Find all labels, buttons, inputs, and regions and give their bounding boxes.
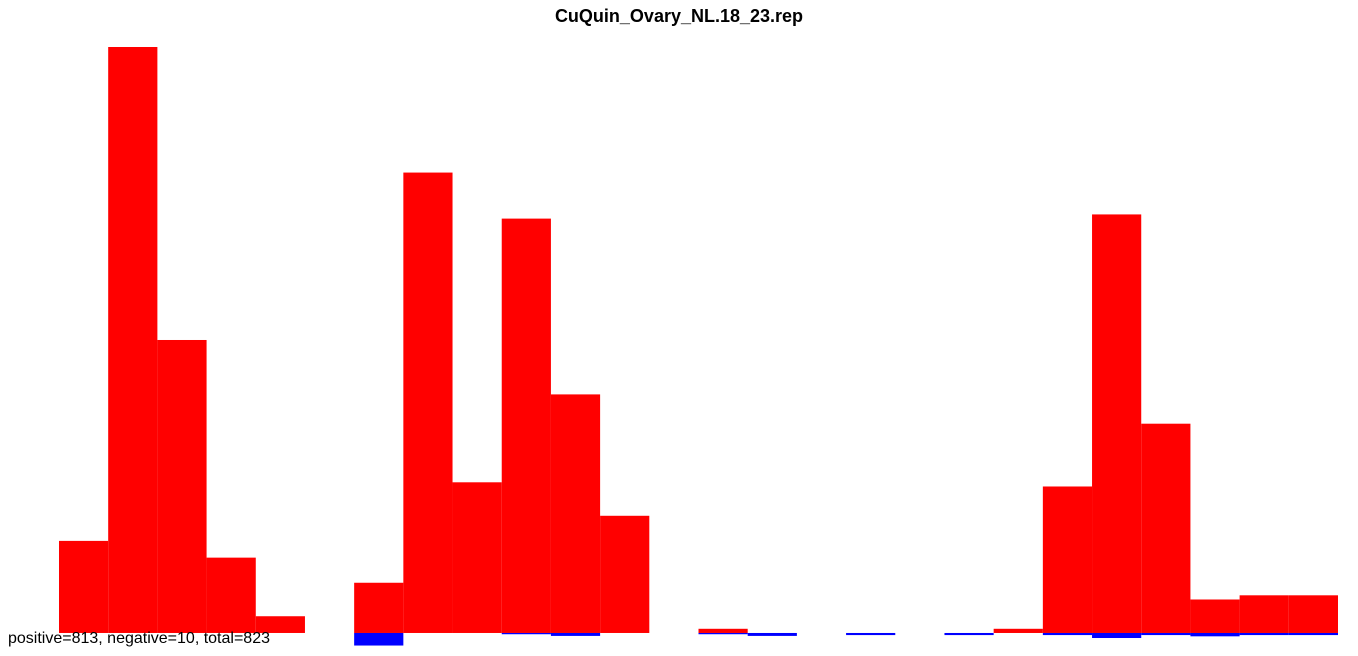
bars: [59, 47, 1338, 646]
bar: [698, 632, 748, 635]
bar: [354, 582, 404, 633]
bar: [59, 540, 109, 633]
bar: [354, 632, 404, 646]
bar: [1092, 214, 1142, 633]
bar: [501, 632, 551, 635]
bar: [1288, 595, 1338, 633]
bar: [846, 632, 896, 636]
bar: [452, 482, 502, 633]
bar: [550, 632, 601, 636]
bar: [1190, 599, 1240, 633]
bar: [108, 47, 158, 633]
bar: [255, 616, 305, 633]
bar: [550, 394, 601, 633]
annotation: positive=813, negative=10, total=823: [8, 630, 270, 647]
bar: [993, 628, 1043, 633]
bar: [1141, 632, 1191, 636]
bar: [403, 172, 453, 633]
bar: [1190, 632, 1240, 637]
bar: [944, 632, 994, 636]
bar: [157, 339, 207, 633]
bar: [1239, 632, 1289, 636]
bar: [501, 218, 551, 633]
bar: [600, 515, 650, 633]
bar: [206, 557, 256, 633]
bar: [1042, 632, 1093, 636]
bar: [1239, 595, 1289, 633]
bar: [698, 628, 748, 633]
bar: [747, 632, 797, 636]
bar: [1141, 423, 1191, 633]
bar: [1288, 632, 1338, 636]
bar: [1092, 632, 1142, 639]
bar: [1042, 486, 1093, 633]
chart-title: CuQuin_Ovary_NL.18_23.rep: [555, 6, 803, 26]
